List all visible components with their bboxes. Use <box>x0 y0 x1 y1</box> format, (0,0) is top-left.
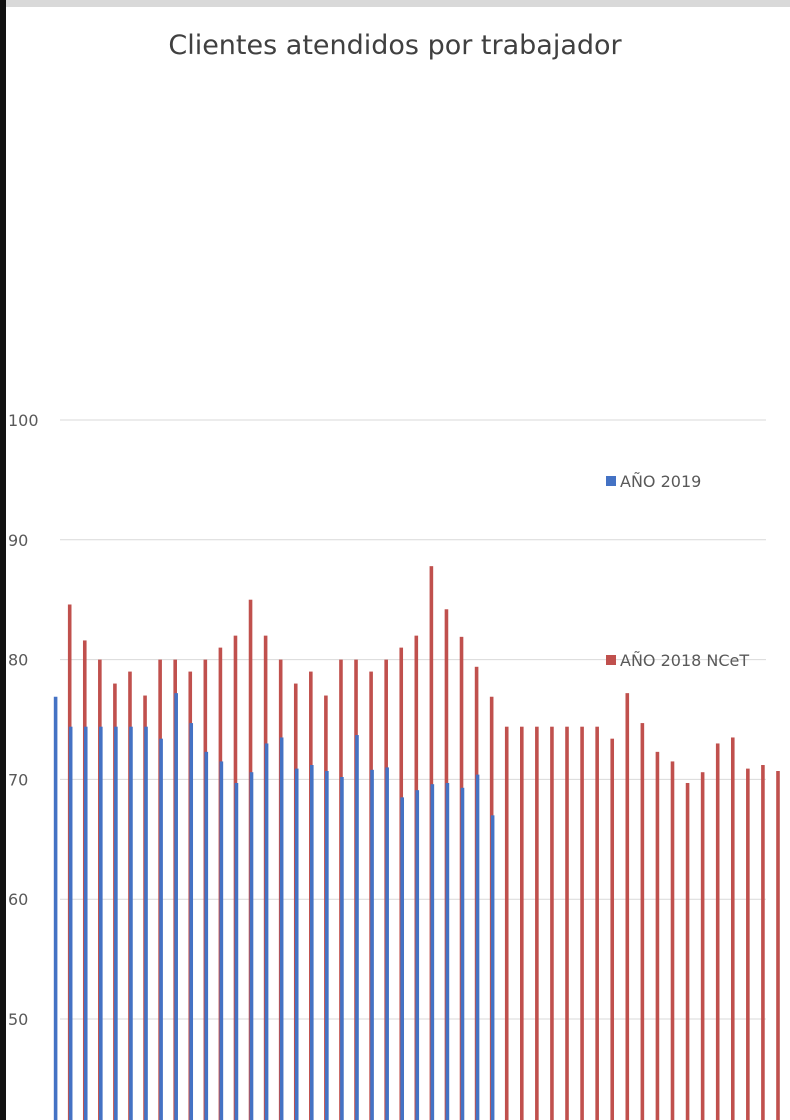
bar-ano-2019 <box>204 751 209 1120</box>
bar-ano-2018 <box>520 726 524 1120</box>
bar-ano-2019 <box>249 772 254 1120</box>
bar-ano-2019 <box>355 735 359 1120</box>
bar-ano-2019 <box>53 696 58 1120</box>
chart-title: Clientes atendidos por trabajador <box>168 30 622 61</box>
y-tick-label: 90 <box>8 531 28 550</box>
bar-ano-2019 <box>370 769 374 1120</box>
bar-ano-2018 <box>776 771 780 1120</box>
bar-ano-2018 <box>700 772 705 1120</box>
top-border <box>0 0 790 7</box>
bar-ano-2019 <box>340 777 344 1120</box>
bar-ano-2019 <box>460 787 465 1120</box>
bar-ano-2019 <box>490 815 495 1120</box>
bar-ano-2018 <box>504 726 509 1120</box>
bar-ano-2019 <box>234 782 239 1120</box>
bar-ano-2018 <box>715 743 720 1120</box>
bar-ano-2019 <box>129 726 133 1120</box>
bar-ano-2019 <box>415 790 420 1120</box>
bar-ano-2019 <box>279 737 284 1120</box>
bar-ano-2018 <box>761 765 765 1120</box>
bar-ano-2019 <box>189 723 194 1120</box>
bar-ano-2019 <box>68 726 73 1120</box>
bar-ano-2018 <box>670 761 675 1120</box>
bar-ano-2019 <box>174 693 178 1120</box>
bar-ano-2019 <box>325 771 329 1120</box>
bar-ano-2018 <box>625 693 630 1120</box>
bar-ano-2018 <box>580 726 584 1120</box>
bar-ano-2019 <box>219 761 224 1120</box>
series-ano-2019-bars <box>53 693 495 1120</box>
bar-ano-2018 <box>640 723 645 1120</box>
bar-ano-2018 <box>685 782 690 1120</box>
bar-ano-2019 <box>83 726 88 1120</box>
bar-ano-2018 <box>610 738 615 1120</box>
left-border <box>0 0 6 1120</box>
bar-ano-2018 <box>730 737 735 1120</box>
bar-ano-2019 <box>475 774 480 1120</box>
y-tick-label: 100 <box>8 411 39 430</box>
bar-ano-2019 <box>400 797 405 1120</box>
bar-ano-2018 <box>535 726 539 1120</box>
bar-ano-2019 <box>294 768 299 1120</box>
legend-swatch-ano-2019 <box>606 476 616 486</box>
bar-ano-2019 <box>445 782 450 1120</box>
bar-ano-2018 <box>565 726 569 1120</box>
y-tick-label: 80 <box>8 651 28 670</box>
legend-swatch-ano-2018 <box>606 655 616 665</box>
y-axis-ticks: 50 60 70 80 90 100 <box>8 411 39 1029</box>
bar-ano-2018 <box>595 726 599 1120</box>
bar-ano-2018 <box>655 751 660 1120</box>
bar-ano-2019 <box>114 726 118 1120</box>
bar-ano-2018 <box>550 726 554 1120</box>
legend-label-ano-2018: AÑO 2018 NCeT <box>620 651 749 670</box>
y-tick-label: 70 <box>8 770 28 789</box>
y-tick-label: 50 <box>8 1010 28 1029</box>
bar-ano-2019 <box>385 767 389 1120</box>
legend-label-ano-2019: AÑO 2019 <box>620 472 701 491</box>
legend: AÑO 2019 AÑO 2018 NCeT <box>606 472 749 670</box>
bar-ano-2019 <box>99 726 103 1120</box>
bar-ano-2019 <box>430 784 435 1120</box>
bar-ano-2019 <box>144 726 148 1120</box>
bar-ano-2019 <box>159 738 163 1120</box>
bar-ano-2019 <box>309 765 314 1120</box>
bar-ano-2019 <box>264 743 269 1120</box>
y-tick-label: 60 <box>8 890 28 909</box>
gridlines <box>60 419 766 1020</box>
bar-ano-2018 <box>746 768 750 1120</box>
